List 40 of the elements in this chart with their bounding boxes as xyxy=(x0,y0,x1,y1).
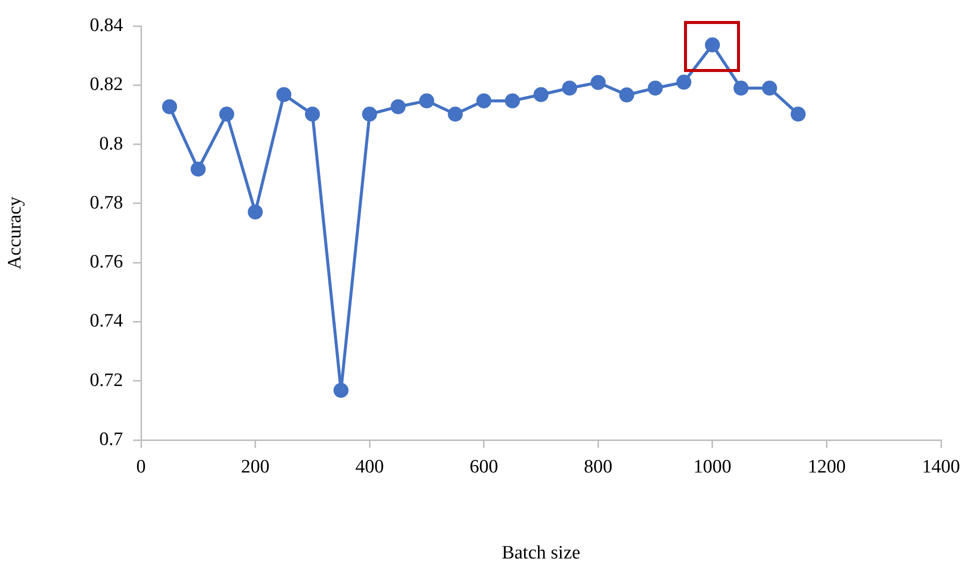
point xyxy=(248,204,263,220)
x-axis-title: Batch size xyxy=(502,542,580,564)
point xyxy=(534,87,548,102)
y-tick-label: 0.78 xyxy=(90,192,123,214)
point xyxy=(419,93,434,108)
point xyxy=(504,93,520,108)
point xyxy=(304,106,320,122)
point xyxy=(562,80,578,96)
point xyxy=(790,106,806,122)
x-tick-label: 0 xyxy=(136,456,146,478)
y-tick-label: 0.8 xyxy=(99,133,123,154)
x-tick-label: 600 xyxy=(470,456,498,478)
y-tick-label: 0.76 xyxy=(90,252,123,273)
point xyxy=(362,106,378,122)
point xyxy=(334,382,348,398)
point xyxy=(219,106,234,122)
point xyxy=(190,162,206,177)
y-tick-label: 0.74 xyxy=(90,310,124,332)
y-tick-label: 0.72 xyxy=(90,370,123,391)
point xyxy=(676,74,692,90)
point xyxy=(648,80,663,96)
point xyxy=(619,87,634,102)
x-tick-label: 1200 xyxy=(808,456,846,478)
x-tick-label: 1000 xyxy=(693,456,732,478)
y-axis-title: Accuracy xyxy=(4,196,26,270)
y-tick-label: 0.84 xyxy=(90,14,124,36)
point xyxy=(734,80,748,96)
y-tick-label: 0.82 xyxy=(90,74,123,96)
point xyxy=(390,99,406,114)
y-tick-label: 0.7 xyxy=(99,428,123,450)
x-tick-label: 800 xyxy=(584,456,612,478)
point xyxy=(762,80,778,96)
point xyxy=(476,93,492,108)
point xyxy=(448,106,463,122)
point xyxy=(276,87,292,102)
point xyxy=(162,99,178,114)
point xyxy=(590,74,606,90)
x-tick-label: 200 xyxy=(241,456,270,478)
x-tick-label: 1400 xyxy=(922,456,960,478)
x-tick-label: 400 xyxy=(355,456,384,478)
